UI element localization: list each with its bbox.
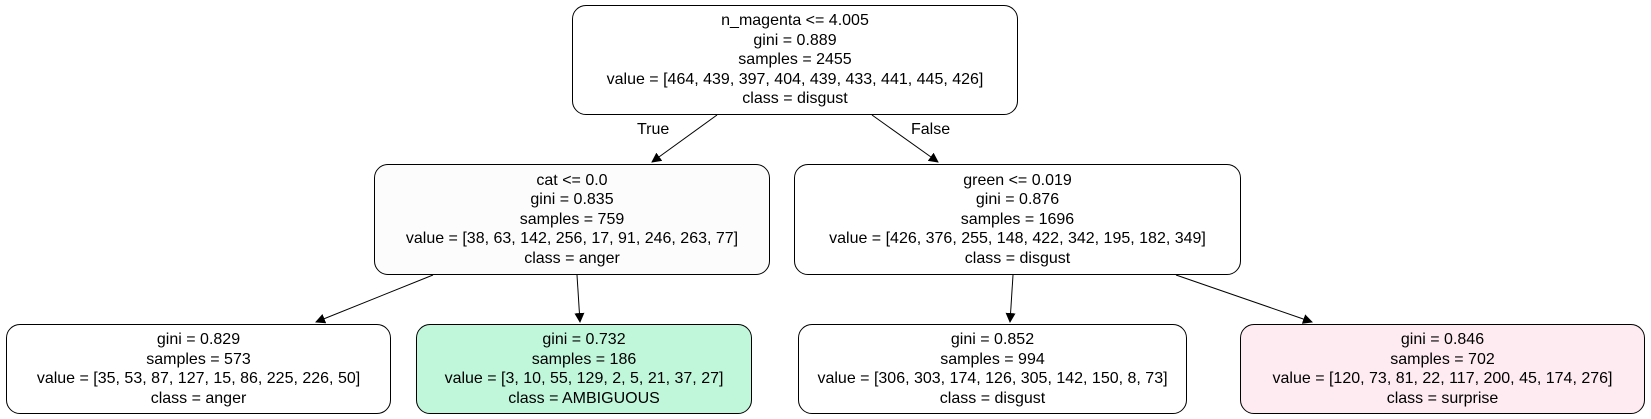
node-gini: gini = 0.889: [753, 31, 837, 49]
edge-root-to-left: [651, 114, 718, 163]
node-gini: gini = 0.835: [530, 191, 614, 209]
node-value: value = [35, 53, 87, 127, 15, 86, 225, 2…: [36, 370, 361, 387]
node-value: value = [38, 63, 142, 256, 17, 91, 246, …: [405, 230, 739, 248]
node-class: class = AMBIGUOUS: [508, 389, 660, 407]
leaf-node-anger: gini = 0.829 samples = 573 value = [35, …: [6, 324, 391, 414]
node-value: value = [464, 439, 397, 404, 439, 433, 4…: [606, 70, 984, 88]
node-samples: samples = 759: [519, 210, 625, 228]
node-value: value = [426, 376, 255, 148, 422, 342, 1…: [829, 230, 1206, 248]
leaf-node-disgust: gini = 0.852 samples = 994 value = [306,…: [798, 324, 1187, 414]
node-class: class = anger: [524, 249, 620, 267]
node-gini: gini = 0.876: [975, 191, 1060, 209]
node-value: value = [306, 303, 174, 126, 305, 142, 1…: [817, 370, 1168, 387]
edge-left-to-left-right: [574, 274, 585, 323]
node-value: value = [120, 73, 81, 22, 117, 200, 45, …: [1272, 370, 1613, 387]
node-samples: samples = 2455: [738, 51, 852, 69]
node-gini: gini = 0.829: [156, 331, 241, 348]
node-class: class = anger: [150, 389, 247, 407]
edge-label-true: True: [637, 121, 670, 138]
edge-label-false: False: [911, 121, 951, 138]
edge-right-to-right-left: [1005, 274, 1016, 323]
node-samples: samples = 994: [940, 350, 1045, 368]
left-split-node: cat <= 0.0 gini = 0.835 samples = 759 va…: [374, 164, 770, 275]
node-class: class = disgust: [742, 90, 848, 108]
node-class: class = surprise: [1386, 389, 1499, 407]
node-gini: gini = 0.852: [950, 331, 1035, 348]
node-split: n_magenta <= 4.005: [721, 12, 869, 30]
node-class: class = disgust: [939, 389, 1046, 407]
edge-root-to-right: [871, 114, 939, 163]
node-split: cat <= 0.0: [536, 171, 608, 189]
node-class: class = disgust: [964, 249, 1071, 267]
edge-left-to-left-left: [315, 274, 434, 324]
leaf-node-surprise: gini = 0.846 samples = 702 value = [120,…: [1240, 324, 1645, 414]
node-gini: gini = 0.846: [1400, 331, 1485, 348]
edge-right-to-right-right: [1175, 274, 1313, 324]
node-gini: gini = 0.732: [542, 331, 626, 348]
right-split-node: green <= 0.019 gini = 0.876 samples = 16…: [794, 164, 1241, 275]
root-node: n_magenta <= 4.005 gini = 0.889 samples …: [572, 5, 1018, 115]
node-samples: samples = 186: [531, 350, 637, 368]
leaf-node-ambiguous: gini = 0.732 samples = 186 value = [3, 1…: [416, 324, 752, 414]
node-split: green <= 0.019: [963, 171, 1072, 189]
node-samples: samples = 702: [1390, 350, 1495, 368]
node-samples: samples = 573: [146, 350, 251, 368]
node-value: value = [3, 10, 55, 129, 2, 5, 21, 37, 2…: [444, 370, 724, 387]
node-samples: samples = 1696: [960, 210, 1075, 228]
